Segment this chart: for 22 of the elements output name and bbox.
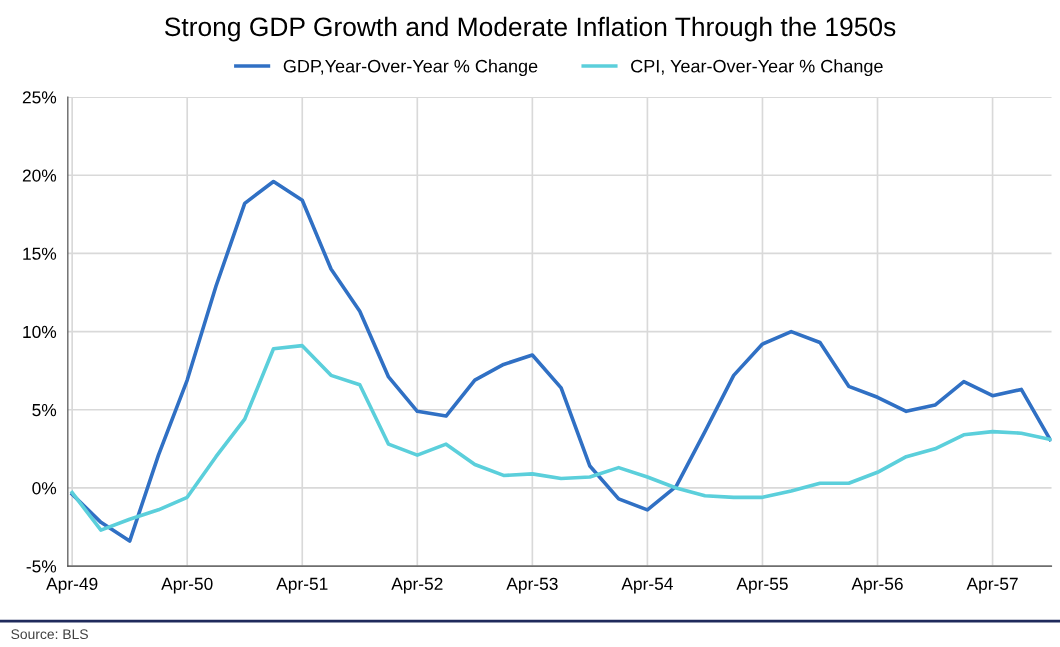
x-tick-label: Apr-52 xyxy=(391,577,443,594)
x-tick-label: Apr-57 xyxy=(966,577,1018,594)
x-tick-label: Apr-50 xyxy=(161,577,213,594)
x-tick-label: Apr-53 xyxy=(506,577,558,594)
x-tick-label: Apr-49 xyxy=(46,577,98,594)
chart-title: Strong GDP Growth and Moderate Inflation Through the 1950s xyxy=(164,16,896,42)
x-tick-label: Apr-51 xyxy=(276,577,328,594)
line-series xyxy=(70,179,1052,543)
x-tick-label: Apr-56 xyxy=(851,577,903,594)
y-tick-label: 5% xyxy=(32,404,57,417)
y-tick-label: -5% xyxy=(26,560,57,573)
y-tick-label: 10% xyxy=(23,325,57,339)
legend-label: CPI, Year-Over-Year % Change xyxy=(631,59,883,77)
y-tick-label: 20% xyxy=(22,169,57,182)
x-tick-label: Apr-55 xyxy=(736,577,788,594)
y-tick-label: 25% xyxy=(22,91,57,104)
line-series xyxy=(70,343,1052,532)
legend-label: GDP,Year-Over-Year % Change xyxy=(283,59,538,77)
y-tick-label: 15% xyxy=(23,247,57,260)
x-tick-label: Apr-54 xyxy=(621,577,673,594)
source-note: Source: BLS xyxy=(11,629,88,640)
y-tick-label: 0% xyxy=(32,482,57,495)
